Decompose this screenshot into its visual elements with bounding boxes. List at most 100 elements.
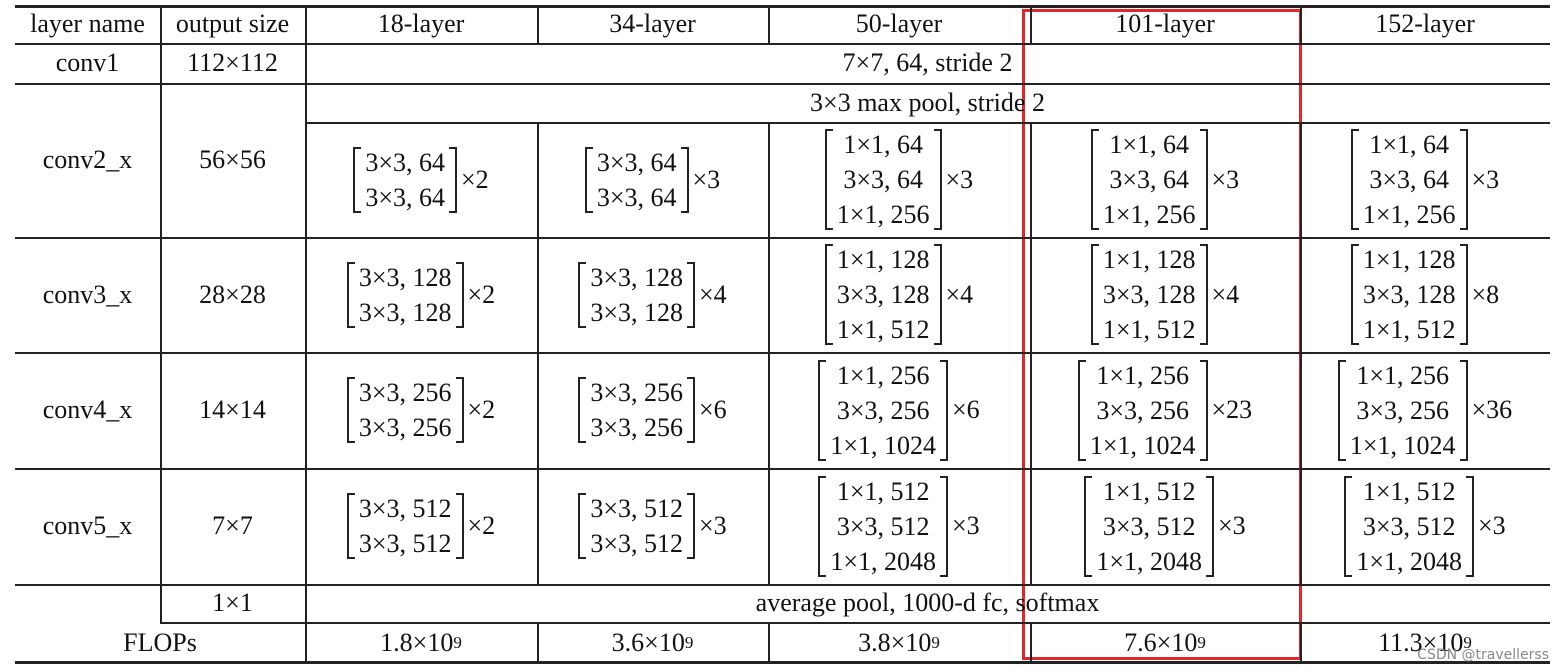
layer-spec: 3×3, 64 xyxy=(596,182,677,212)
repeat: ×23 xyxy=(1211,395,1253,424)
repeat: ×4 xyxy=(1211,279,1240,309)
repeat: ×36 xyxy=(1471,395,1513,424)
block-cell: 3×3, 256 3×3, 256 ×6 xyxy=(537,352,768,468)
block: 3×3, 128 3×3, 128 ×2 xyxy=(346,260,496,330)
block: 1×1, 128 3×3, 128 1×1, 512 ×4 xyxy=(1090,242,1240,347)
layer-spec: 3×3, 64 xyxy=(596,147,677,177)
repeat: ×8 xyxy=(1471,279,1500,309)
bracket: 3×3, 512 3×3, 512 xyxy=(346,491,464,561)
repeat: ×3 xyxy=(1218,511,1246,540)
layer-spec: 3×3, 64 xyxy=(365,182,445,212)
layer-spec: 1×1, 512 xyxy=(1102,315,1196,344)
layer-spec: 3×3, 128 xyxy=(1102,280,1196,309)
bracket: 1×1, 64 3×3, 64 1×1, 256 xyxy=(824,127,942,232)
output-size: 56×56 xyxy=(199,145,266,174)
header-cell: 50-layer xyxy=(855,9,943,38)
layer-spec: 3×3, 512 xyxy=(590,494,683,523)
block: 3×3, 128 3×3, 128 ×4 xyxy=(578,260,727,330)
v-rule xyxy=(1300,5,1302,43)
block-cell: 1×1, 512 3×3, 512 1×1, 2048 ×3 xyxy=(768,468,1030,584)
flops-cell: 1.8×10 9 xyxy=(305,622,537,663)
layer-name: conv3_x xyxy=(42,279,133,309)
layer-spec: 3×3, 64 xyxy=(365,147,445,177)
layer-spec: 1×1, 64 xyxy=(1109,130,1189,159)
block-cell: 3×3, 256 3×3, 256 ×2 xyxy=(305,352,537,468)
bracket: 1×1, 512 3×3, 512 1×1, 2048 xyxy=(1344,474,1474,579)
layer-spec: 3×3, 512 xyxy=(1362,511,1456,541)
bracket: 3×3, 128 3×3, 128 xyxy=(578,260,695,330)
layer-spec: 1×1, 2048 xyxy=(1356,546,1462,576)
layer-spec: 1×1, 256 xyxy=(1096,360,1189,390)
bracket: 1×1, 256 3×3, 256 1×1, 1024 xyxy=(1077,358,1208,463)
layer-spec: 3×3, 512 xyxy=(358,529,452,558)
layer-name: conv1 xyxy=(55,48,120,77)
block: 3×3, 512 3×3, 512 ×2 xyxy=(346,491,495,561)
layer-spec: 1×1, 64 xyxy=(1369,130,1449,159)
layer-spec: 3×3, 128 xyxy=(590,297,683,327)
repeat: ×3 xyxy=(952,511,980,540)
flops-base: 1.8×10 xyxy=(380,627,454,657)
v-rule xyxy=(537,622,539,663)
layer-spec: 3×3, 128 xyxy=(358,297,452,327)
layer-spec: 1×1, 256 xyxy=(1102,200,1196,229)
block-cell: 1×1, 512 3×3, 512 1×1, 2048 ×3 xyxy=(1030,468,1300,584)
layer-name: FLOPs xyxy=(123,627,197,657)
flops-exp: 9 xyxy=(684,632,694,652)
spec: average pool, 1000-d fc, softmax xyxy=(755,588,1100,617)
layer-spec: 3×3, 256 xyxy=(1356,395,1449,425)
layer-spec: 3×3, 256 xyxy=(836,395,930,425)
flops-cell: 3.8×10 9 xyxy=(768,622,1030,663)
v-rule xyxy=(160,5,162,622)
bracket: 1×1, 64 3×3, 64 1×1, 256 xyxy=(1090,127,1208,232)
repeat: ×3 xyxy=(699,511,727,540)
spec: 3×3 max pool, stride 2 xyxy=(810,87,1045,117)
block: 1×1, 512 3×3, 512 1×1, 2048 ×3 xyxy=(1084,474,1246,579)
block: 1×1, 64 3×3, 64 1×1, 256 ×3 xyxy=(1090,127,1239,232)
v-rule xyxy=(1300,122,1302,584)
repeat: ×2 xyxy=(467,279,496,309)
block: 1×1, 256 3×3, 256 1×1, 1024 ×36 xyxy=(1337,358,1513,463)
block-cell: 1×1, 64 3×3, 64 1×1, 256 ×3 xyxy=(1300,122,1550,237)
h-rule xyxy=(15,584,1550,586)
layer-spec: 1×1, 1024 xyxy=(1089,430,1196,460)
repeat: ×3 xyxy=(1478,511,1506,540)
h-rule xyxy=(15,468,1550,470)
v-rule xyxy=(305,5,307,663)
output-size: 112×112 xyxy=(187,48,278,77)
h-rule xyxy=(160,622,1550,624)
layer-spec: 1×1, 512 xyxy=(836,315,930,344)
layer-spec: 1×1, 2048 xyxy=(830,546,936,576)
layer-spec: 1×1, 64 xyxy=(843,130,923,159)
flops-base: 11.3×10 xyxy=(1378,627,1464,657)
flops-cell: 7.6×10 9 xyxy=(1030,622,1300,663)
block-cell: 1×1, 128 3×3, 128 1×1, 512 ×4 xyxy=(768,237,1030,352)
layer-spec: 3×3, 64 xyxy=(1109,165,1189,194)
block-cell: 3×3, 128 3×3, 128 ×4 xyxy=(537,237,768,352)
bracket: 3×3, 128 3×3, 128 xyxy=(346,260,464,330)
repeat: ×3 xyxy=(692,164,721,194)
flops-cell: 11.3×10 9 xyxy=(1300,622,1550,663)
layer-spec: 1×1, 1024 xyxy=(830,430,936,460)
layer-spec: 3×3, 256 xyxy=(590,378,683,407)
layer-spec: 1×1, 1024 xyxy=(1349,430,1456,460)
v-rule xyxy=(537,122,539,584)
block-cell: 1×1, 256 3×3, 256 1×1, 1024 ×36 xyxy=(1300,352,1550,468)
layer-spec: 3×3, 512 xyxy=(358,494,452,523)
flops-base: 7.6×10 xyxy=(1124,627,1198,657)
layer-spec: 3×3, 512 xyxy=(836,511,930,541)
flops-exp: 9 xyxy=(1463,632,1472,652)
flops-exp: 9 xyxy=(1197,632,1206,652)
layer-spec: 1×1, 512 xyxy=(1362,315,1456,344)
layer-spec: 1×1, 512 xyxy=(836,476,930,506)
output-size: 1×1 xyxy=(212,588,253,617)
watermark: CSDN @travellerss xyxy=(1417,647,1549,663)
flops-base: 3.6×10 xyxy=(611,627,685,657)
block-cell: 3×3, 512 3×3, 512 ×3 xyxy=(537,468,768,584)
flops-cell: 3.6×10 9 xyxy=(537,622,768,663)
bracket: 1×1, 64 3×3, 64 1×1, 256 xyxy=(1350,127,1468,232)
v-rule xyxy=(1030,5,1032,43)
v-rule xyxy=(768,122,770,584)
repeat: ×6 xyxy=(952,395,980,424)
block: 1×1, 512 3×3, 512 1×1, 2048 ×3 xyxy=(818,474,980,579)
